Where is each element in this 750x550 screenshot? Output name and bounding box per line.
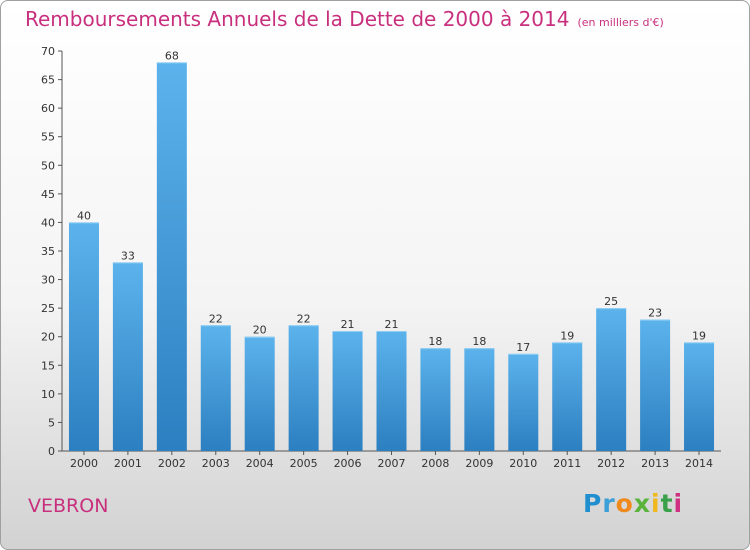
x-tick-label: 2000 bbox=[70, 457, 98, 470]
bar-value-label: 20 bbox=[253, 324, 267, 337]
bar-value-label: 21 bbox=[341, 318, 355, 331]
bar-value-label: 17 bbox=[516, 341, 530, 354]
x-tick-label: 2012 bbox=[597, 457, 625, 470]
bar-value-label: 33 bbox=[121, 249, 135, 262]
bar-value-label: 21 bbox=[385, 318, 399, 331]
bar-value-label: 22 bbox=[297, 312, 311, 325]
y-tick-label: 70 bbox=[41, 45, 55, 58]
y-tick-label: 20 bbox=[41, 331, 55, 344]
bar bbox=[244, 336, 275, 451]
bar bbox=[684, 342, 715, 451]
chart-unit: (en milliers d'€) bbox=[577, 16, 664, 29]
bar-value-label: 19 bbox=[692, 329, 706, 342]
bar bbox=[332, 331, 363, 451]
x-tick-label: 2008 bbox=[421, 457, 449, 470]
y-tick-label: 40 bbox=[41, 216, 55, 229]
bar bbox=[552, 342, 583, 451]
bar bbox=[156, 62, 187, 452]
logo-letter: r bbox=[602, 489, 616, 518]
commune-name: VEBRON bbox=[28, 495, 109, 517]
logo-letter: P bbox=[583, 489, 603, 518]
x-tick-label: 2001 bbox=[114, 457, 142, 470]
y-tick-label: 5 bbox=[48, 416, 55, 429]
logo-letter: x bbox=[633, 489, 651, 518]
bar-value-label: 23 bbox=[648, 307, 662, 320]
y-tick-label: 65 bbox=[41, 74, 55, 87]
y-tick-label: 30 bbox=[41, 274, 55, 287]
bar bbox=[640, 319, 671, 451]
bar bbox=[508, 353, 539, 451]
bar bbox=[68, 222, 99, 451]
chart-title-text: Remboursements Annuels de la Dette de 20… bbox=[25, 7, 570, 31]
logo-letter: i bbox=[673, 489, 684, 518]
proxiti-logo: Proxiti bbox=[583, 489, 683, 518]
bar-value-label: 40 bbox=[77, 209, 91, 222]
logo-letter: o bbox=[615, 489, 634, 518]
bar bbox=[464, 348, 495, 451]
y-tick-label: 55 bbox=[41, 131, 55, 144]
x-tick-label: 2014 bbox=[685, 457, 713, 470]
bar bbox=[288, 325, 319, 451]
bar-value-label: 19 bbox=[560, 329, 574, 342]
bar bbox=[596, 308, 627, 451]
bar bbox=[112, 262, 143, 451]
y-tick-label: 45 bbox=[41, 188, 55, 201]
y-tick-label: 10 bbox=[41, 388, 55, 401]
bar-value-label: 18 bbox=[472, 335, 486, 348]
bar-value-label: 22 bbox=[209, 312, 223, 325]
x-tick-label: 2004 bbox=[246, 457, 274, 470]
y-tick-label: 50 bbox=[41, 159, 55, 172]
y-tick-label: 0 bbox=[48, 445, 55, 458]
x-tick-label: 2013 bbox=[641, 457, 669, 470]
y-tick-label: 35 bbox=[41, 245, 55, 258]
y-tick-label: 60 bbox=[41, 102, 55, 115]
x-tick-label: 2010 bbox=[509, 457, 537, 470]
x-tick-label: 2009 bbox=[465, 457, 493, 470]
x-tick-label: 2005 bbox=[290, 457, 318, 470]
bar bbox=[376, 331, 407, 451]
x-tick-label: 2003 bbox=[202, 457, 230, 470]
bar-value-label: 68 bbox=[165, 49, 179, 62]
x-tick-label: 2007 bbox=[378, 457, 406, 470]
x-tick-label: 2002 bbox=[158, 457, 186, 470]
chart-title: Remboursements Annuels de la Dette de 20… bbox=[25, 7, 664, 31]
bar-value-label: 18 bbox=[428, 335, 442, 348]
bar bbox=[420, 348, 451, 451]
x-tick-label: 2011 bbox=[553, 457, 581, 470]
bar-value-label: 25 bbox=[604, 295, 618, 308]
logo-letter: i bbox=[651, 489, 661, 518]
y-tick-label: 15 bbox=[41, 359, 55, 372]
bar bbox=[200, 325, 231, 451]
x-tick-label: 2006 bbox=[334, 457, 362, 470]
logo-letter: t bbox=[660, 489, 674, 518]
y-tick-label: 25 bbox=[41, 302, 55, 315]
